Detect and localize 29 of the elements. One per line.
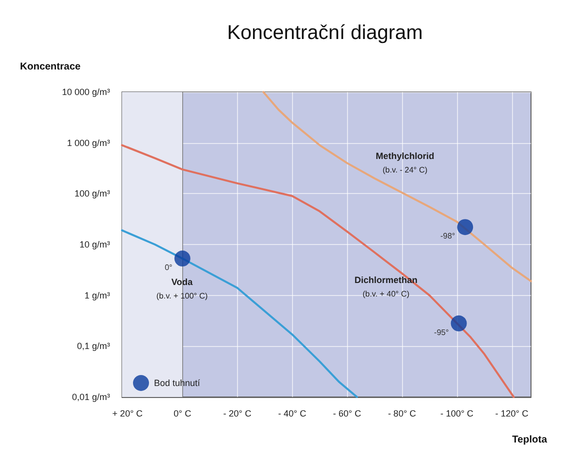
y-tick-label: 1 000 g/m³ — [66, 138, 110, 148]
annotation: -98° — [440, 232, 456, 241]
x-tick-label: - 100° C — [440, 408, 474, 418]
x-tick-label: - 80° C — [388, 408, 417, 418]
y-tick-label: 0,01 g/m³ — [72, 392, 110, 402]
y-tick-label: 1 g/m³ — [84, 290, 110, 300]
y-tick-label: 0,1 g/m³ — [76, 341, 110, 352]
point — [450, 315, 467, 332]
x-tick-label: + 20° C — [112, 408, 144, 418]
y-tick-label: 100 g/m³ — [74, 188, 110, 199]
x-tick-label: - 120° C — [495, 408, 529, 418]
x-tick-label: 0° C — [174, 408, 192, 418]
annotation: -95° — [434, 328, 449, 337]
x-tick-label: - 60° C — [333, 408, 362, 418]
line-series — [121, 144, 515, 398]
y-tick-label: 10 000 g/m³ — [62, 87, 110, 97]
annotation: Methylchlorid — [376, 151, 434, 161]
point — [174, 250, 190, 267]
x-tick-label: - 40° C — [278, 408, 307, 418]
y-axis-title: Koncentrace — [20, 62, 82, 72]
x-axis-title: Teplota — [512, 434, 548, 446]
line-series — [262, 91, 532, 282]
chart-title: Koncentrační diagram — [227, 22, 423, 44]
x-tick-label: - 20° C — [223, 408, 252, 418]
annotation: (b.v. + 40° C) — [362, 290, 410, 298]
annotation: (b.v. - 24° C) — [382, 166, 428, 174]
y-tick-label: 10 g/m³ — [79, 240, 110, 250]
point — [457, 219, 474, 236]
annotation: 0° — [164, 263, 172, 272]
